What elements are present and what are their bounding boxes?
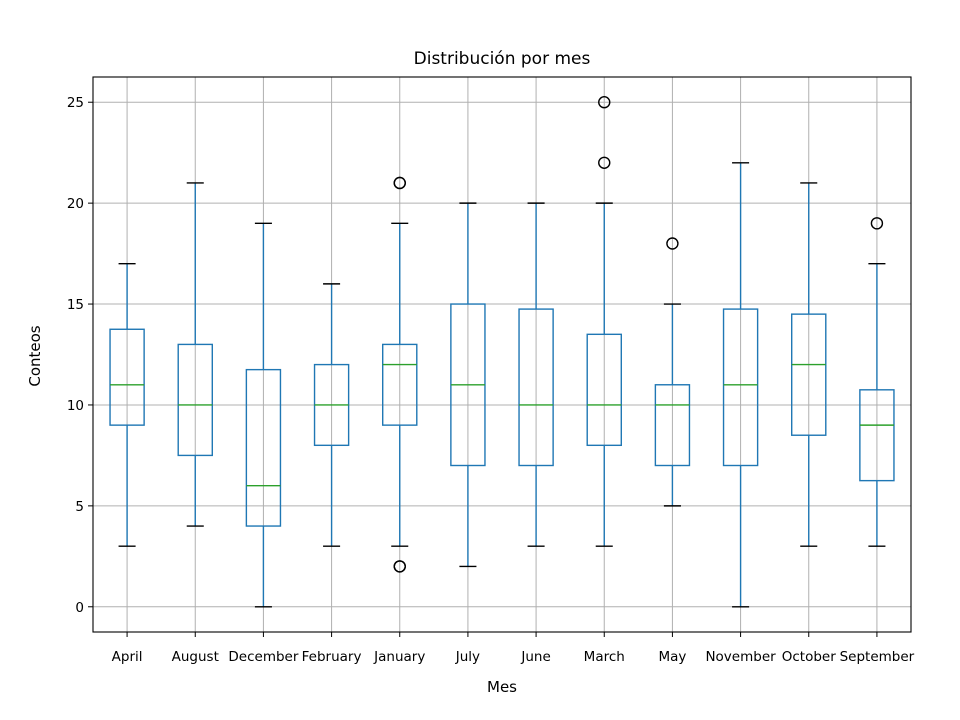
box-july [450,202,486,568]
x-tick-label: November [705,649,776,665]
x-tick-label: February [302,649,362,665]
x-tick-label: October [782,649,836,665]
x-axis-label: Mes [487,678,517,696]
x-tick-label: July [455,649,480,665]
x-tick-label: September [840,649,915,665]
iqr-box [586,333,622,447]
outlier-point [598,156,611,169]
box-may [654,237,691,507]
plot-frame [92,76,912,633]
box-layer [109,96,895,608]
box-january [382,176,418,573]
x-tick-label: March [584,649,625,665]
x-tick-label: June [520,649,550,665]
box-december [245,222,282,608]
outlier-point [393,560,406,573]
y-tick-label: 10 [67,398,84,414]
box-august [177,182,213,527]
box-march [586,96,622,547]
box-october [791,182,827,547]
x-tick-label: December [228,649,298,665]
outlier-point [393,176,406,190]
x-tick-label: August [172,649,219,665]
iqr-box [654,384,691,467]
outlier-point [870,217,884,230]
y-tick-label: 5 [75,499,84,515]
box-april [109,262,145,547]
iqr-box [722,308,759,467]
chart-title: Distribución por mes [414,49,591,69]
outlier-point [598,96,611,109]
x-tick-label: April [112,649,143,665]
tick-layer: 0 5 10 15 20 25 April August December February Jan… [67,95,915,665]
iqr-box [382,343,418,426]
box-june [518,202,554,547]
y-tick-label: 0 [75,600,84,616]
y-tick-label: 15 [67,297,84,313]
x-tick-label: May [658,649,686,665]
x-tick-label: January [373,649,425,665]
y-tick-label: 20 [67,196,84,212]
iqr-box [109,328,145,426]
iqr-box [177,343,213,457]
box-september [859,217,895,547]
box-november [722,162,759,608]
y-axis-label: Conteos [26,325,44,386]
iqr-box [518,308,554,467]
iqr-box [859,389,895,482]
box-february [313,283,350,547]
y-tick-label: 25 [67,95,84,111]
iqr-box [245,368,282,527]
iqr-box [791,313,827,436]
outlier-point [666,237,679,250]
